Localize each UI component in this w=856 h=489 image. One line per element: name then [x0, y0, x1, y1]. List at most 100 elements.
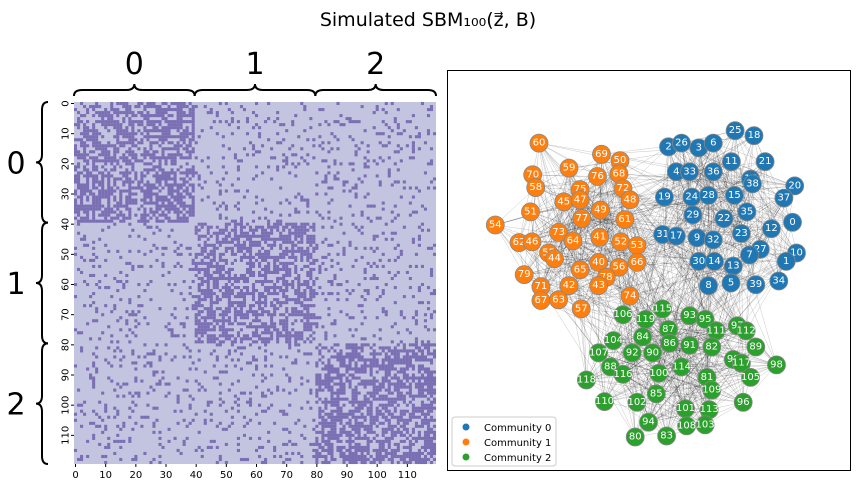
heatmap-cell — [393, 204, 397, 208]
heatmap-cell — [209, 234, 213, 238]
heatmap-cell — [164, 325, 168, 329]
heatmap-cell — [101, 183, 105, 187]
heatmap-cell — [360, 141, 364, 145]
heatmap-cell — [405, 418, 409, 422]
graph-node-label: 36 — [707, 166, 720, 177]
heatmap-cell — [206, 252, 210, 256]
heatmap-cell — [146, 180, 150, 184]
heatmap-cell — [158, 144, 162, 148]
heatmap-cell — [267, 286, 271, 290]
heatmap-cell — [185, 316, 189, 320]
heatmap-cell — [384, 406, 388, 410]
x-tick-label: 80 — [310, 470, 323, 481]
heatmap-cell — [300, 295, 304, 299]
heatmap-cell — [390, 325, 394, 329]
heatmap-cell — [128, 153, 132, 157]
heatmap-cell — [315, 346, 319, 350]
graph-node: 59 — [559, 158, 579, 178]
heatmap-cell — [173, 219, 177, 223]
heatmap-cell — [267, 249, 271, 253]
heatmap-cell — [381, 132, 385, 136]
heatmap-cell — [161, 126, 165, 130]
heatmap-cell — [80, 201, 84, 205]
heatmap-cell — [92, 198, 96, 202]
heatmap-cell — [258, 319, 262, 323]
heatmap-cell — [236, 246, 240, 250]
heatmap-cell — [98, 183, 102, 187]
heatmap-cell — [182, 279, 186, 284]
heatmap-cell — [236, 222, 240, 226]
heatmap-cell — [149, 144, 153, 148]
heatmap-cell — [83, 210, 87, 214]
graph-node-label: 117 — [732, 358, 751, 369]
heatmap-cell — [432, 186, 437, 190]
heatmap-cell — [221, 264, 225, 268]
heatmap-cell — [74, 216, 78, 220]
heatmap-cell — [408, 439, 412, 443]
heatmap-cell — [134, 144, 138, 148]
heatmap-cell — [110, 102, 114, 106]
heatmap-cell — [86, 120, 90, 124]
heatmap-cell — [333, 409, 337, 413]
heatmap-cell — [318, 270, 322, 274]
heatmap-cell — [393, 454, 397, 459]
graph-node-marker — [570, 190, 590, 210]
heatmap-cell — [411, 364, 415, 368]
heatmap-cell — [92, 252, 96, 256]
heatmap-cell — [282, 276, 286, 281]
graph-node: 74 — [620, 286, 640, 306]
heatmap-cell — [429, 406, 434, 410]
graph-node: 36 — [703, 162, 723, 182]
heatmap-cell — [402, 358, 406, 362]
heatmap-cell — [330, 283, 334, 287]
heatmap-cell — [309, 273, 313, 278]
heatmap-cell — [258, 298, 262, 302]
heatmap-cell — [158, 460, 162, 465]
heatmap-cell — [197, 243, 201, 247]
heatmap-cell — [176, 207, 180, 211]
graph-node-label: 71 — [535, 281, 548, 292]
heatmap-cell — [423, 376, 427, 380]
heatmap-cell — [167, 177, 171, 181]
heatmap-cell — [200, 186, 204, 190]
heatmap-cell — [206, 316, 210, 320]
heatmap-cell — [375, 216, 379, 220]
heatmap-cell — [273, 255, 277, 259]
heatmap-cell — [381, 421, 385, 425]
heatmap-cell — [221, 252, 225, 256]
heatmap-cell — [188, 246, 192, 250]
graph-node-label: 30 — [692, 256, 705, 267]
heatmap-cell — [80, 120, 84, 124]
heatmap-cell — [276, 307, 280, 311]
heatmap-cell — [149, 279, 153, 284]
heatmap-cell — [309, 298, 313, 302]
heatmap-cell — [92, 129, 96, 133]
heatmap-cell — [345, 439, 349, 443]
heatmap-cell — [212, 249, 216, 253]
heatmap-cell — [417, 391, 421, 395]
heatmap-cell — [402, 382, 406, 386]
heatmap-cell — [393, 180, 397, 184]
heatmap-cell — [300, 301, 304, 305]
graph-node-label: 74 — [624, 291, 637, 302]
heatmap-cell — [188, 150, 192, 154]
heatmap-cell — [164, 174, 168, 178]
heatmap-cell — [393, 358, 397, 362]
heatmap-cell — [306, 153, 310, 157]
heatmap-cell — [149, 141, 153, 145]
heatmap-cell — [396, 382, 400, 386]
heatmap-cell — [77, 195, 81, 199]
heatmap-cell — [200, 246, 204, 250]
heatmap-cell — [390, 424, 394, 428]
heatmap-cell — [134, 313, 138, 317]
heatmap-cell — [152, 201, 156, 205]
heatmap-cell — [426, 451, 431, 455]
heatmap-cell — [321, 180, 325, 184]
heatmap-cell — [300, 433, 304, 437]
heatmap-cell — [200, 328, 204, 332]
heatmap-cell — [107, 249, 111, 253]
heatmap-cell — [276, 328, 280, 332]
heatmap-cell — [188, 367, 192, 371]
heatmap-cell — [324, 177, 328, 181]
heatmap-cell — [92, 174, 96, 178]
